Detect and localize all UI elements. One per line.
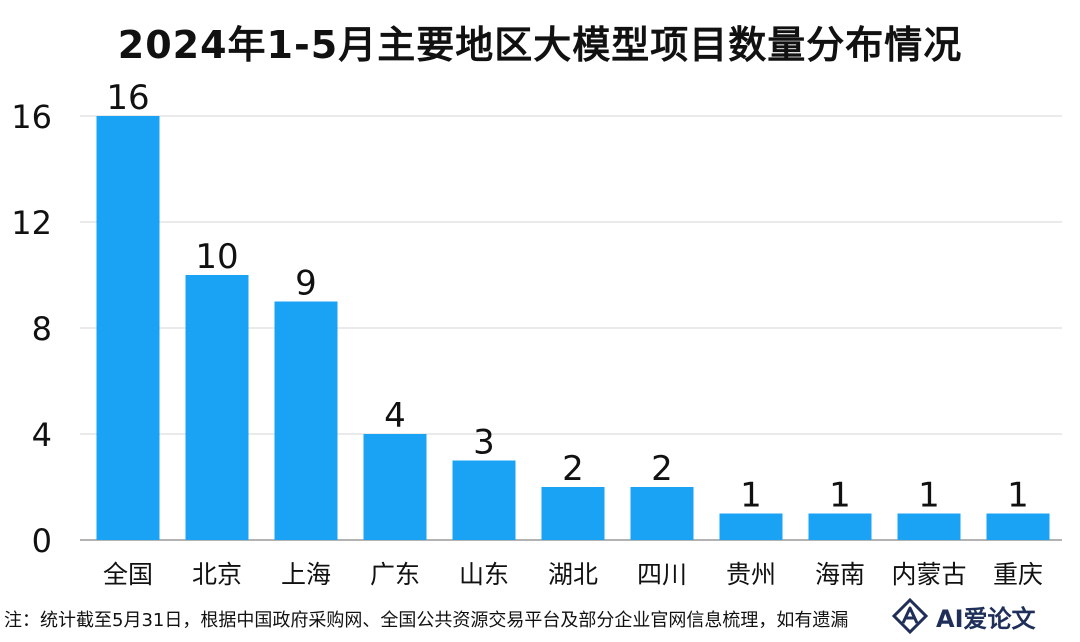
x-tick-label: 全国	[103, 560, 153, 589]
bar	[719, 513, 783, 540]
y-tick-label: 8	[32, 310, 52, 348]
brand: AI爱论文	[892, 594, 1036, 638]
y-tick-label: 4	[32, 416, 52, 454]
x-tick-label: 湖北	[548, 560, 598, 589]
data-label: 16	[106, 78, 149, 118]
x-tick-label: 四川	[637, 560, 687, 589]
x-tick-label: 海南	[815, 560, 865, 589]
x-tick-label: 贵州	[726, 560, 776, 589]
bar	[185, 275, 249, 540]
data-label: 2	[562, 449, 584, 489]
data-label: 4	[384, 396, 406, 436]
x-tick-label: 内蒙古	[891, 560, 966, 589]
data-label: 1	[829, 476, 851, 516]
footnote: 注：统计截至5月31日，根据中国政府采购网、全国公共资源交易平台及部分企业官网信…	[4, 610, 849, 631]
data-label: 1	[918, 476, 940, 516]
y-tick-label: 16	[11, 98, 52, 136]
bar-chart: 0 4 8 12 16 16 全国 10 北京 9 上海 4 广东 3 山东 2 湖北 2 四川 1 贵州 1 海南 1 内蒙…	[11, 78, 1062, 589]
x-tick-label: 重庆	[993, 560, 1043, 589]
bar	[363, 434, 427, 540]
data-label: 10	[195, 237, 238, 277]
x-tick-label: 山东	[459, 560, 509, 589]
data-label: 1	[1007, 476, 1029, 516]
data-label: 9	[295, 264, 317, 304]
y-tick-label: 12	[11, 204, 52, 242]
data-label: 2	[651, 449, 673, 489]
bar	[96, 116, 160, 540]
x-tick-label: 广东	[370, 560, 420, 589]
x-tick-label: 北京	[192, 560, 242, 589]
bar	[808, 513, 872, 540]
bar	[630, 487, 694, 540]
y-tick-label: 0	[32, 522, 52, 560]
data-label: 3	[473, 423, 495, 463]
bar	[274, 301, 338, 540]
data-label: 1	[740, 476, 762, 516]
chart-title: 2024年1-5月主要地区大模型项目数量分布情况	[117, 23, 963, 67]
brand-name: AI爱论文	[936, 604, 1036, 633]
bar	[986, 513, 1050, 540]
bar	[452, 460, 516, 540]
x-tick-label: 上海	[281, 560, 331, 589]
bar	[897, 513, 961, 540]
bar	[541, 487, 605, 540]
brand-logo-icon	[892, 598, 928, 634]
